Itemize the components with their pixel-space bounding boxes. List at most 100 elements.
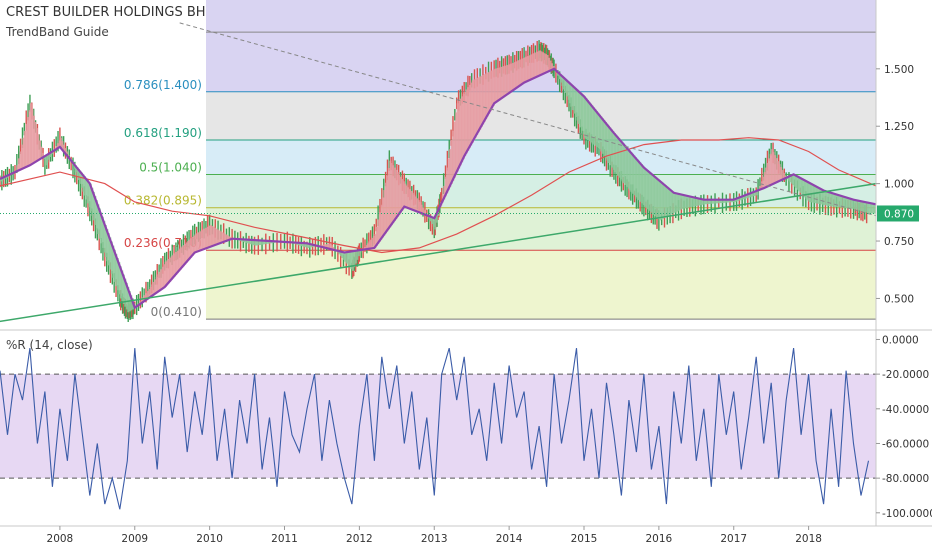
y-tick-label: 1.250 — [884, 121, 914, 133]
trend-band — [97, 204, 100, 235]
trend-band — [263, 240, 266, 245]
trend-band — [738, 197, 741, 201]
trend-band — [693, 197, 696, 207]
trend-band — [112, 245, 115, 278]
trend-band — [461, 96, 464, 163]
trend-band — [455, 112, 458, 175]
trend-band — [607, 125, 610, 163]
trend-band — [822, 189, 825, 205]
trend-band — [196, 233, 199, 252]
trend-band — [299, 242, 302, 246]
trend-band — [193, 235, 196, 255]
trend-band — [682, 194, 685, 209]
trend-band — [536, 51, 539, 78]
trend-band — [113, 249, 116, 282]
trend-band — [829, 192, 832, 207]
trend-band — [513, 62, 516, 90]
trend-band — [245, 239, 248, 243]
trend-band — [452, 130, 455, 181]
trend-band — [870, 203, 873, 214]
trend-band — [564, 78, 567, 93]
trend-band — [309, 244, 312, 248]
trend-band — [368, 241, 371, 249]
trend-band — [796, 176, 799, 190]
trend-band — [465, 89, 468, 154]
trend-band — [414, 196, 417, 211]
trend-band — [651, 173, 654, 214]
x-tick-label: 2008 — [47, 533, 74, 545]
trend-band — [762, 176, 765, 189]
trend-band — [148, 289, 151, 299]
trend-band — [843, 196, 846, 208]
trend-band — [190, 238, 193, 258]
trend-band — [347, 252, 350, 266]
trend-band — [715, 199, 718, 204]
trend-band — [175, 252, 178, 275]
trend-band — [585, 98, 588, 139]
trend-band — [771, 149, 774, 185]
trend-band — [546, 55, 549, 73]
trend-band — [616, 136, 619, 176]
trend-band — [744, 195, 747, 199]
trend-band — [2, 177, 5, 180]
trend-band — [717, 199, 720, 204]
trend-band — [338, 251, 341, 255]
trend-band — [581, 93, 584, 131]
trend-band — [306, 243, 309, 248]
trend-band — [697, 198, 700, 206]
trend-band — [545, 54, 548, 73]
trend-band — [709, 199, 712, 204]
trend-band — [365, 245, 368, 250]
trend-band — [250, 239, 253, 245]
trend-band — [383, 190, 386, 236]
trend-band — [58, 140, 61, 148]
trend-band — [802, 179, 805, 196]
trend-band — [380, 204, 383, 240]
trend-band — [482, 74, 485, 125]
trend-band — [774, 155, 777, 184]
trend-band — [65, 151, 68, 155]
trend-band — [356, 250, 359, 260]
trend-band — [64, 148, 67, 153]
trend-band — [324, 244, 327, 248]
x-tick-label: 2015 — [571, 533, 598, 545]
trend-band — [569, 82, 572, 104]
trend-band — [471, 80, 474, 143]
trend-band — [558, 72, 561, 80]
trend-band — [31, 109, 34, 165]
trend-band — [92, 191, 95, 221]
trend-band — [820, 188, 823, 205]
trend-band — [679, 194, 682, 210]
trend-band — [700, 199, 703, 205]
trend-band — [548, 57, 551, 72]
trend-band — [398, 174, 401, 215]
trend-band — [459, 98, 462, 166]
trend-band — [539, 50, 542, 76]
trend-band — [742, 196, 745, 200]
trend-band — [59, 137, 62, 147]
trend-band — [537, 51, 540, 77]
trend-band — [597, 112, 600, 149]
trend-band — [531, 53, 534, 80]
trend-band — [209, 224, 212, 248]
trend-band — [589, 103, 592, 143]
oscillator-label: %R (14, close) — [6, 338, 93, 352]
trend-band — [399, 176, 402, 213]
trend-band — [835, 194, 838, 208]
trend-band — [130, 295, 133, 311]
trend-band — [825, 190, 828, 206]
trend-band — [666, 186, 669, 217]
trend-band — [125, 282, 128, 310]
trend-band — [149, 286, 152, 298]
trend-band — [446, 167, 449, 194]
trend-band — [297, 242, 300, 246]
trend-band — [462, 94, 465, 160]
trend-band — [354, 250, 357, 264]
trend-band — [711, 199, 714, 204]
trend-band — [341, 251, 344, 259]
trend-band — [798, 176, 801, 192]
trend-band — [486, 72, 489, 117]
trend-band — [551, 63, 554, 71]
trend-band — [652, 175, 655, 215]
trend-band — [253, 240, 256, 246]
